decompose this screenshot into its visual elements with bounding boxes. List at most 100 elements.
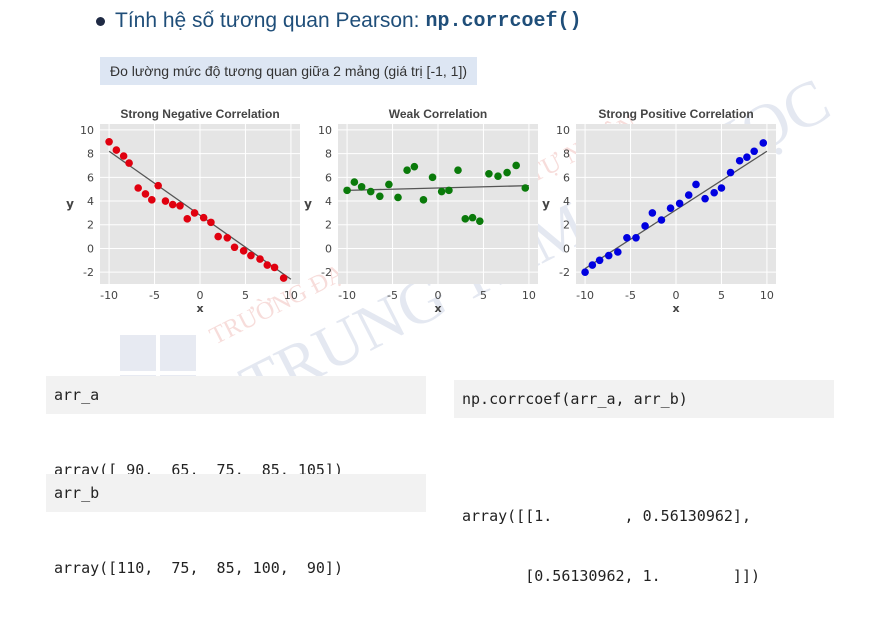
data-point [394,193,402,202]
data-point [632,233,640,242]
data-point [119,152,128,160]
x-tick-label: 5 [480,289,487,302]
data-point [588,261,597,269]
data-point [247,251,255,260]
data-point [230,243,239,252]
corrcoef-output-line-2: [0.56130962, 1. ]]) [462,567,761,585]
plot-weak: Weak Correlation -10 -5 0 5 10 -2 0 2 4 6 8 10 x y [300,104,550,314]
data-point [148,196,156,204]
data-point [154,181,162,190]
data-point [223,233,232,242]
data-point [641,222,649,230]
data-point [141,190,150,198]
cell-corrcoef-input[interactable]: np.corrcoef(arr_a, arr_b) [454,380,834,418]
cell-arr-b-output: array([110, 75, 85, 100, 90]) [54,559,343,577]
x-axis-label: x [196,302,203,314]
data-point [750,147,758,156]
y-tick-label: 0 [563,242,570,255]
data-point [604,251,613,260]
y-tick-label: 6 [563,171,570,184]
x-tick-label: 5 [242,289,249,302]
data-point [279,274,288,282]
data-point [419,196,428,204]
data-point [168,200,177,209]
y-tick-label: 10 [556,124,570,137]
fit-line [584,150,768,270]
data-point [468,213,477,222]
y-tick-label: -2 [321,266,332,279]
data-point [263,261,272,269]
y-tick-label: 4 [87,195,94,208]
y-tick-label: 6 [87,171,94,184]
data-point [454,166,462,175]
x-tick-label: -5 [387,289,398,302]
data-point [494,172,502,180]
y-tick-label: -2 [559,266,570,279]
data-point [666,204,675,212]
subtitle-box: Đo lường mức độ tương quan giữa 2 mảng (… [100,57,478,85]
data-point [385,180,393,189]
data-point [239,247,248,255]
data-point [161,197,170,205]
chart-negative: Strong Negative Correlation -10 -5 0 5 10 -2 0 2… [66,107,300,314]
y-tick-label: 0 [87,242,94,255]
y-tick-label: 10 [318,124,332,137]
plot-positive: Strong Positive Correlation -10 -5 0 5 10 -2 0 2… [538,104,788,314]
data-point [437,187,446,196]
x-tick-label: -5 [149,289,160,302]
x-tick-label: 10 [522,289,536,302]
data-point [512,161,520,170]
data-point [692,180,700,189]
y-tick-label: -2 [83,266,94,279]
data-point [503,168,511,177]
y-tick-label: 2 [325,219,332,232]
data-point [357,183,366,191]
data-point [403,166,411,175]
data-point [581,268,589,276]
y-tick-label: 2 [563,219,570,232]
data-point [270,263,279,272]
data-point [376,192,384,201]
x-tick-label: 0 [197,289,204,302]
x-tick-label: -5 [625,289,636,302]
x-tick-label: 0 [673,289,680,302]
x-tick-label: 0 [435,289,442,302]
x-tick-label: 10 [760,289,774,302]
fit-line [347,184,529,192]
data-point [614,248,622,256]
chart-title: Weak Correlation [389,107,487,121]
heading-text: Tính hệ số tương quan Pearson: [115,9,420,32]
x-tick-label: -10 [338,289,356,302]
y-tick-label: 4 [563,195,570,208]
data-point [125,159,133,167]
data-point [595,256,604,265]
data-point [410,162,419,171]
data-point [105,137,113,146]
data-point [199,213,208,222]
bullet-icon [96,16,105,26]
y-tick-label: 4 [325,195,332,208]
y-tick-label: 8 [563,148,570,161]
cell-corrcoef: np.corrcoef(arr_a, arr_b) array([[1. , 0… [454,344,834,644]
chart-positive: Strong Positive Correlation -10 -5 0 5 10 -2 0 2… [542,107,776,314]
chart-title: Strong Positive Correlation [598,107,753,121]
data-point [675,199,684,208]
y-tick-label: 10 [80,124,94,137]
corrcoef-output-line-1: array([[1. , 0.56130962], [462,507,751,525]
x-tick-label: -10 [100,289,118,302]
cell-arr-a-input[interactable]: arr_a [46,376,426,414]
cell-arr-b-input[interactable]: arr_b [46,474,426,512]
data-point [657,216,666,224]
y-tick-label: 2 [87,219,94,232]
data-point [183,215,192,223]
x-tick-label: 5 [718,289,725,302]
data-point [485,169,493,178]
data-point [717,184,726,192]
data-point [428,173,437,182]
data-point [710,188,718,197]
plot-negative: Strong Negative Correlation -10 -5 0 5 10 -2 0 2… [62,104,312,314]
data-point [759,139,768,147]
heading: Tính hệ số tương quan Pearson: np.corrco… [96,4,582,38]
data-point [743,153,751,161]
data-point [684,191,693,199]
